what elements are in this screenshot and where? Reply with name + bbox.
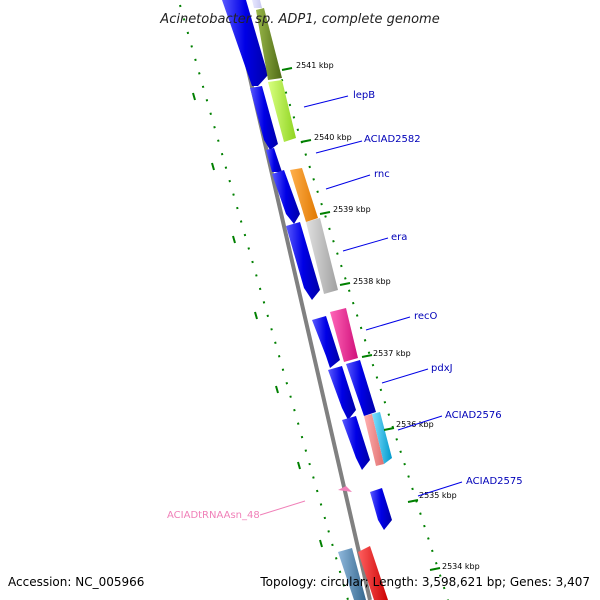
cds-cyan [372, 412, 392, 464]
cds-arrow [342, 416, 370, 470]
gene-label: pdxJ [431, 363, 453, 374]
tick-label: 2541 kbp [296, 61, 334, 70]
tick-label: 2538 kbp [353, 277, 391, 286]
cds-arrow [286, 222, 320, 300]
gene-label: ACIAD2575 [466, 476, 523, 487]
cds-arrow [370, 488, 392, 530]
inner-strand-features [252, 0, 392, 600]
cds-lavender [252, 0, 262, 8]
cds-arrow [312, 316, 340, 368]
tick-label: 2537 kbp [373, 349, 411, 358]
kbp-ticks [281, 67, 441, 571]
outer-tick-guide [179, 4, 349, 600]
tick-label: 2539 kbp [333, 205, 371, 214]
cds-salmon [364, 414, 384, 466]
gene-label: ACIAD2576 [445, 410, 502, 421]
accession-text: Accession: NC_005966 [8, 575, 144, 589]
tick-label: 2534 kbp [442, 562, 480, 571]
gene-label: ACIAD2582 [364, 134, 421, 145]
gene-label: rnc [374, 169, 390, 180]
map-title: Acinetobacter sp. ADP1, complete genome [159, 12, 439, 27]
outer-strand-features [222, 0, 370, 600]
rna-leader [259, 500, 306, 516]
cds-pink [330, 308, 358, 362]
rna-label: ACIADtRNAAsn_48 [167, 510, 260, 521]
topology-text: Topology: circular; Length: 3,598,621 bp… [259, 575, 590, 589]
cds-arrow [328, 366, 356, 420]
gene-leaders [303, 95, 463, 497]
cds-lime [268, 80, 296, 142]
cds-silver [306, 218, 338, 294]
outer-tick-guide-major [192, 92, 323, 548]
cds-arrow [346, 360, 376, 416]
cds-red [358, 546, 388, 600]
rna-feature [338, 486, 352, 492]
cds-steel [338, 548, 366, 600]
gene-labels: lepB ACIAD2582 rnc era recO pdxJ ACIAD25… [353, 90, 523, 487]
gene-label: recO [414, 311, 438, 322]
cds-olive [256, 8, 282, 80]
tick-label: 2540 kbp [314, 133, 352, 142]
gene-label: lepB [353, 90, 375, 101]
cds-arrow [222, 0, 268, 86]
cds-orange [290, 168, 318, 222]
tick-label: 2535 kbp [419, 491, 457, 500]
gene-label: era [391, 232, 407, 243]
cds-arrow [250, 86, 278, 150]
cds-arrow [266, 148, 282, 172]
cds-arrow [272, 170, 300, 224]
